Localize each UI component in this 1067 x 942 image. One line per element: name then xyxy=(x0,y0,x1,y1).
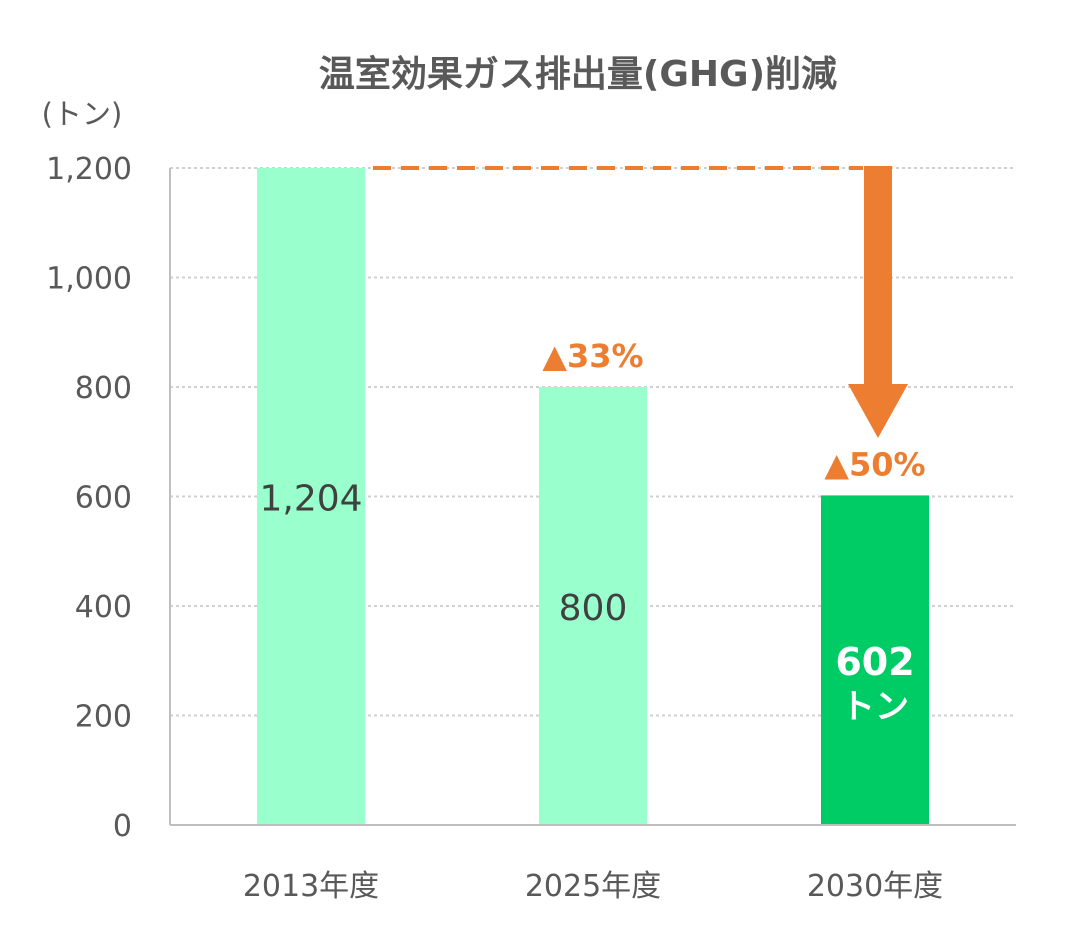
y-tick-label: 1,200 xyxy=(46,152,132,187)
bars xyxy=(257,168,929,825)
bar-value-label: 800 xyxy=(559,588,628,629)
y-tick-label: 1,000 xyxy=(46,262,132,297)
x-category-label: 2013年度 xyxy=(243,869,379,904)
bar-2013年度 xyxy=(257,168,365,825)
y-tick-label: 600 xyxy=(75,481,132,516)
reduction-arrow xyxy=(373,166,908,438)
y-axis-unit-label: (トン) xyxy=(42,97,123,131)
bar-unit-label: トン xyxy=(841,687,909,727)
bar-2025年度 xyxy=(539,387,647,825)
y-tick-label: 800 xyxy=(75,371,132,406)
bar-2030年度 xyxy=(821,495,929,825)
x-axis-categories: 2013年度 2025年度 2030年度 xyxy=(243,869,943,904)
bar-value-label: 1,204 xyxy=(259,479,362,520)
reduction-percent-label: ▲33% xyxy=(542,337,643,375)
reduction-arrow-shape xyxy=(848,166,908,438)
y-tick-label: 0 xyxy=(113,809,132,844)
chart-title: 温室効果ガス排出量(GHG)削減 xyxy=(319,54,837,95)
y-axis-ticks: 0 200 400 600 800 1,000 1,200 xyxy=(46,152,132,844)
y-tick-label: 200 xyxy=(75,700,132,735)
reduction-percent-label: ▲50% xyxy=(824,445,925,483)
y-tick-label: 400 xyxy=(75,590,132,625)
x-category-label: 2025年度 xyxy=(525,869,661,904)
x-category-label: 2030年度 xyxy=(807,869,943,904)
bar-value-label: 602 xyxy=(835,640,914,684)
